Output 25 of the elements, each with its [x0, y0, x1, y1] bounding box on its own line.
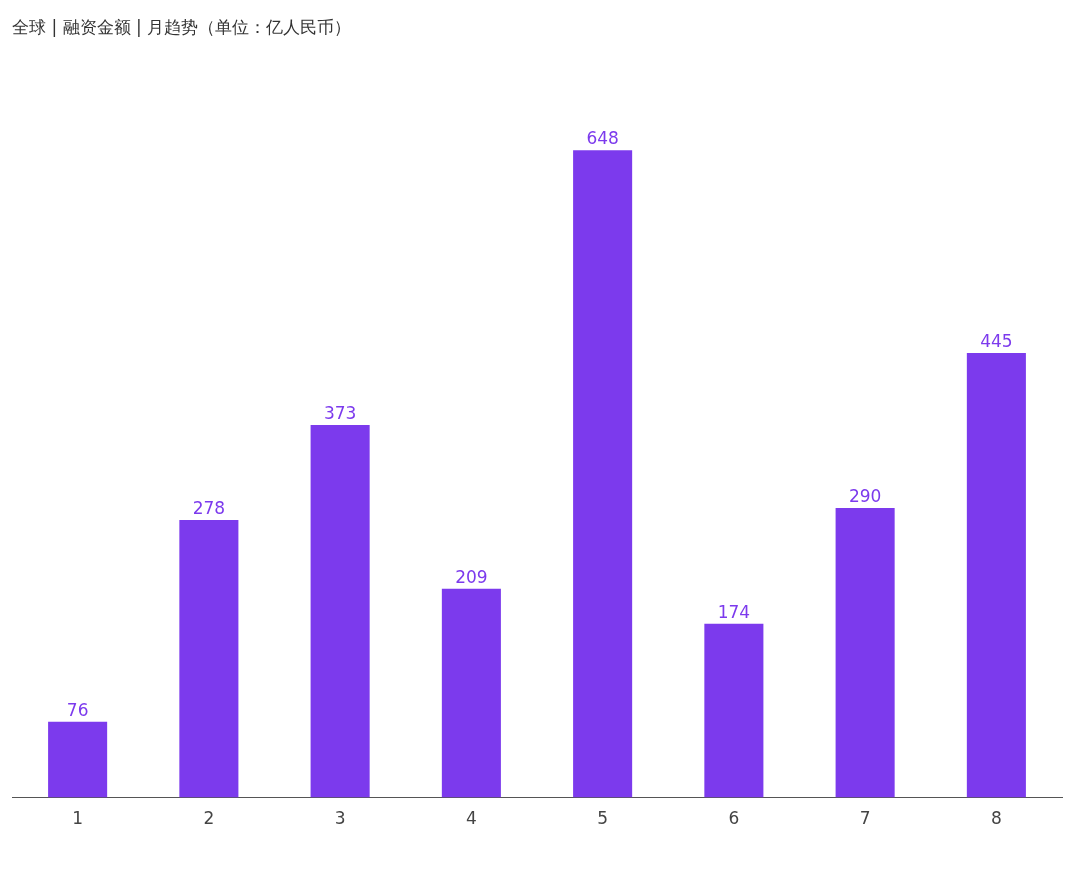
data-label: 445: [980, 331, 1013, 352]
x-tick-label: 4: [465, 808, 477, 829]
bar: [179, 519, 239, 798]
bar: [704, 623, 764, 798]
x-tick-label: 8: [990, 808, 1002, 829]
data-label: 278: [192, 497, 226, 518]
bar: [966, 353, 1026, 798]
data-label: 648: [586, 128, 619, 149]
x-tick-label: 2: [203, 808, 215, 829]
data-label: 76: [66, 699, 89, 720]
bar: [835, 507, 895, 798]
bar: [573, 150, 633, 798]
x-tick-label: 7: [859, 808, 871, 829]
data-label: 174: [717, 601, 751, 622]
data-label: 290: [848, 485, 882, 506]
bar: [48, 721, 108, 798]
data-label: 209: [455, 566, 488, 587]
x-tick-label: 3: [334, 808, 346, 829]
bar: [310, 425, 370, 798]
x-tick-label: 5: [597, 808, 609, 829]
data-label: 373: [323, 402, 357, 423]
x-tick-label: 1: [72, 808, 84, 829]
chart-title: 全球 | 融资金额 | 月趋势（单位：亿人民币）: [12, 16, 352, 37]
x-tick-label: 6: [728, 808, 740, 829]
bar: [441, 588, 501, 798]
